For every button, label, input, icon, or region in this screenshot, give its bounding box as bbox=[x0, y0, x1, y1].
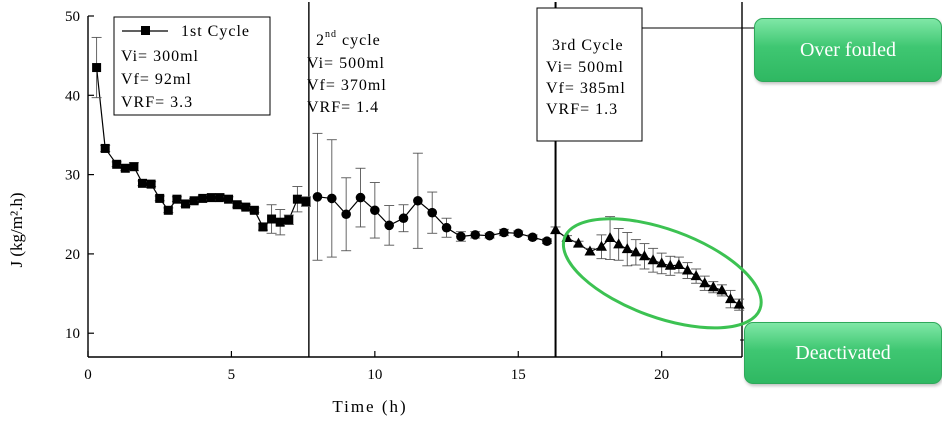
data-point-triangle bbox=[595, 240, 607, 251]
data-point-triangle bbox=[725, 293, 737, 304]
data-point-square bbox=[112, 159, 122, 169]
highlight-ellipse bbox=[561, 217, 763, 330]
data-point-triangle bbox=[584, 245, 596, 256]
data-point-square bbox=[224, 194, 234, 204]
cycle2-vi: Vi= 500ml bbox=[307, 55, 385, 72]
data-point-triangle bbox=[604, 232, 616, 243]
data-point-square bbox=[275, 217, 285, 227]
x-tick-label: 5 bbox=[228, 367, 236, 383]
data-point-square bbox=[198, 193, 208, 203]
data-point-circle bbox=[513, 228, 524, 239]
y-tick-label: 10 bbox=[65, 326, 80, 342]
y-tick-label: 20 bbox=[65, 247, 80, 263]
data-point-square bbox=[249, 205, 259, 215]
data-point-triangle bbox=[707, 281, 719, 292]
data-point-circle bbox=[527, 232, 538, 243]
data-point-triangle bbox=[690, 270, 702, 281]
cycle1-vf: Vf= 92ml bbox=[121, 71, 192, 88]
data-point-triangle bbox=[656, 257, 668, 268]
data-point-square bbox=[172, 194, 182, 204]
data-point-triangle bbox=[664, 259, 676, 270]
cycle3-box: 3rd Cycle Vi= 500ml Vf= 385ml VRF= 1.3 bbox=[536, 7, 643, 142]
cycle2-annotation: 2nd cycle Vi= 500ml Vf= 370ml VRF= 1.4 bbox=[307, 29, 387, 116]
data-point-triangle bbox=[673, 259, 685, 270]
data-point-circle bbox=[470, 230, 481, 240]
data-point-circle bbox=[341, 209, 351, 220]
cycle1-box: 1st Cycle Vi= 300ml Vf= 92ml VRF= 3.3 bbox=[113, 16, 271, 116]
data-point-square bbox=[92, 63, 102, 73]
data-point-square bbox=[146, 179, 156, 189]
data-point-triangle bbox=[699, 277, 711, 288]
data-point-square bbox=[215, 193, 225, 203]
data-point-circle bbox=[370, 205, 380, 216]
y-axis-label: J (kg/m².h) bbox=[7, 193, 26, 268]
data-point-square bbox=[241, 202, 251, 212]
data-point-square bbox=[284, 215, 294, 225]
data-point-square bbox=[301, 197, 311, 207]
cycle3-title: 3rd Cycle bbox=[552, 37, 624, 54]
data-point-triangle bbox=[573, 237, 584, 248]
data-point-square bbox=[232, 200, 242, 210]
data-point-square bbox=[100, 143, 110, 153]
data-point-circle bbox=[542, 236, 552, 247]
over-fouled-callout: Over fouled bbox=[754, 18, 942, 82]
x-axis-label: Time (h) bbox=[332, 397, 407, 416]
x-tick-label: 20 bbox=[654, 367, 669, 383]
data-point-square bbox=[129, 162, 139, 172]
data-point-square bbox=[206, 193, 216, 203]
cycle2-vrf: VRF= 1.4 bbox=[307, 99, 379, 116]
data-point-triangle bbox=[613, 238, 625, 249]
data-point-triangle bbox=[733, 298, 745, 309]
data-point-square bbox=[267, 214, 277, 224]
legend-square-marker bbox=[141, 26, 150, 35]
cycle3-vrf: VRF= 1.3 bbox=[546, 101, 618, 118]
data-point-triangle bbox=[630, 246, 642, 257]
data-point-circle bbox=[484, 230, 495, 241]
data-point-square bbox=[163, 205, 173, 215]
x-tick-label: 10 bbox=[367, 367, 382, 383]
cycle2-vf: Vf= 370ml bbox=[307, 77, 387, 94]
cycle1-vi: Vi= 300ml bbox=[121, 48, 199, 65]
data-point-circle bbox=[441, 222, 452, 233]
y-tick-label: 50 bbox=[65, 9, 80, 25]
cycle2-title: 2nd cycle bbox=[316, 29, 381, 49]
x-tick-label: 0 bbox=[84, 367, 92, 383]
data-point-square bbox=[292, 194, 302, 204]
data-point-circle bbox=[327, 193, 337, 204]
data-point-square bbox=[258, 222, 268, 232]
data-point-circle bbox=[312, 192, 323, 202]
data-point-circle bbox=[413, 195, 423, 206]
data-point-circle bbox=[499, 227, 509, 238]
deactivated-label: Deactivated bbox=[795, 341, 891, 364]
data-point-square bbox=[120, 163, 130, 173]
data-point-circle bbox=[398, 213, 409, 224]
data-point-square bbox=[189, 196, 199, 206]
data-point-triangle bbox=[682, 264, 693, 275]
x-tick-label: 15 bbox=[511, 367, 526, 383]
y-tick-label: 40 bbox=[65, 88, 80, 104]
data-point-triangle bbox=[647, 254, 659, 265]
data-point-triangle bbox=[716, 284, 728, 295]
legend-label: 1st Cycle bbox=[181, 23, 250, 40]
data-point-circle bbox=[427, 207, 438, 218]
data-point-circle bbox=[456, 231, 466, 242]
deactivated-callout: Deactivated bbox=[744, 322, 942, 384]
cycle1-vrf: VRF= 3.3 bbox=[121, 94, 193, 111]
over-fouled-label: Over fouled bbox=[799, 38, 897, 61]
data-point-circle bbox=[384, 220, 394, 231]
data-point-triangle bbox=[621, 243, 633, 254]
data-point-square bbox=[155, 193, 165, 203]
data-point-triangle bbox=[638, 250, 650, 261]
y-tick-label: 30 bbox=[65, 168, 80, 184]
data-point-square bbox=[181, 199, 191, 209]
data-point-circle bbox=[355, 192, 366, 203]
data-point-triangle bbox=[550, 224, 562, 235]
cycle3-vf: Vf= 385ml bbox=[546, 80, 626, 97]
cycle3-vi: Vi= 500ml bbox=[546, 59, 624, 76]
data-point-square bbox=[138, 178, 147, 188]
